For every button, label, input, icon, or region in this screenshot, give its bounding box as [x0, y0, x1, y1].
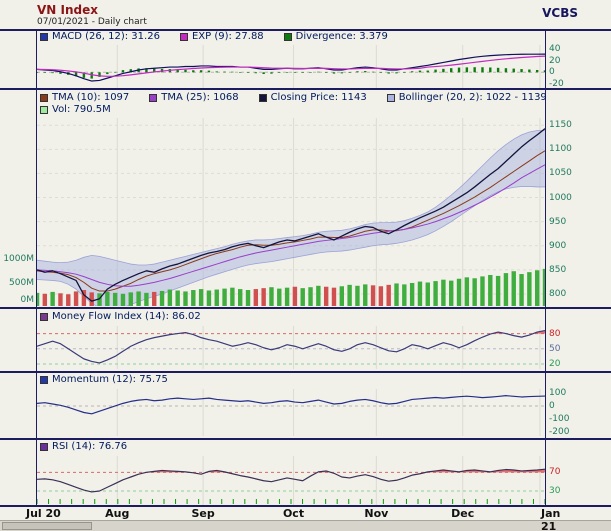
panel-separator	[0, 88, 611, 90]
legend-label: MACD (26, 12): 31.26	[52, 31, 160, 42]
y-axis-tick-label: 80	[549, 328, 561, 339]
macd-legend: MACD (26, 12): 31.26 EXP (9): 27.88 Diverg…	[40, 31, 388, 42]
legend-swatch-icon	[40, 105, 48, 114]
y-axis-tick-label: 100	[549, 387, 567, 398]
legend-swatch-icon	[40, 375, 48, 384]
page-title: VN Index	[37, 3, 98, 17]
y-axis-tick-label: 50	[549, 343, 561, 354]
x-axis-label: Sep	[191, 507, 215, 520]
y-axis-tick-label: 1150	[549, 120, 572, 131]
x-axis-ticks	[37, 499, 545, 504]
plot-right-border	[545, 29, 546, 507]
x-axis-label: Jan 21	[541, 507, 561, 531]
y-axis-tick-label: 800	[549, 288, 567, 299]
legend-item: Bollinger (20, 2): 1022 - 1139	[386, 92, 547, 103]
y-axis-tick-label: 20	[549, 358, 561, 369]
y-axis-tick-label: 30	[549, 486, 561, 496]
y-axis-tick-label: 70	[549, 467, 561, 478]
y-axis-tick-label: 20	[549, 55, 561, 66]
x-axis-label: Oct	[282, 507, 305, 520]
plot-left-border	[36, 29, 37, 507]
panel-separator	[0, 371, 611, 373]
legend-swatch-icon	[149, 93, 158, 102]
legend-swatch-icon	[258, 93, 267, 102]
y-axis-tick-label: -100	[549, 414, 570, 425]
y-axis-tick-label: 1000M	[3, 254, 34, 264]
y-axis-tick-label: 950	[549, 216, 567, 227]
legend-item: EXP (9): 27.88	[179, 31, 264, 42]
price-plot	[37, 118, 545, 306]
horizontal-scrollbar[interactable]	[0, 520, 611, 531]
brand-logo: VCBS	[542, 6, 578, 20]
legend-swatch-icon	[40, 32, 48, 41]
y-axis-tick-label: 900	[549, 240, 567, 251]
scrollbar-thumb[interactable]	[2, 522, 92, 530]
y-axis-tick-label: 850	[549, 264, 567, 275]
legend-label: TMA (10): 1097	[52, 92, 130, 103]
x-axis-label: Nov	[364, 507, 389, 520]
y-axis-tick-label: 0	[549, 400, 555, 411]
legend-label: Bollinger (20, 2): 1022 - 1139	[398, 92, 547, 103]
momentum-plot	[37, 389, 545, 436]
legend-item: TMA (25): 1068	[149, 92, 239, 103]
y-axis-tick-label: -200	[549, 427, 570, 438]
mfi-plot	[37, 326, 545, 369]
legend-label: Vol: 790.5M	[52, 104, 111, 115]
x-axis-line	[0, 505, 611, 507]
price-legend: TMA (10): 1097 TMA (25): 1068 Closing Pric…	[40, 92, 547, 103]
x-axis-label: Dec	[451, 507, 475, 520]
legend-item: TMA (10): 1097	[40, 92, 129, 103]
panel-separator	[0, 438, 611, 440]
legend-label: Divergence: 3.379	[295, 31, 388, 42]
panel-separator	[0, 29, 611, 31]
mfi-legend: Money Flow Index (14): 86.02	[40, 311, 201, 322]
legend-swatch-icon	[40, 442, 48, 451]
legend-label: Closing Price: 1143	[270, 92, 367, 103]
legend-label: Money Flow Index (14): 86.02	[52, 311, 201, 322]
x-axis-label: Jul 20	[26, 507, 61, 520]
y-axis-tick-label: 1000	[549, 192, 572, 203]
legend-item: Divergence: 3.379	[283, 31, 388, 42]
x-axis-label: Aug	[105, 507, 130, 520]
legend-item: RSI (14): 76.76	[40, 441, 127, 452]
chart-subtitle: 07/01/2021 - Daily chart	[37, 17, 147, 27]
legend-swatch-icon	[40, 93, 48, 102]
macd-plot	[37, 45, 545, 88]
y-axis-tick-label: 40	[549, 44, 561, 55]
rsi-legend: RSI (14): 76.76	[40, 441, 127, 452]
panel-separator	[0, 307, 611, 309]
legend-swatch-icon	[386, 93, 395, 102]
y-axis-tick-label: 1100	[549, 144, 572, 155]
legend-item: MACD (26, 12): 31.26	[40, 31, 160, 42]
legend-item: Vol: 790.5M	[40, 104, 111, 115]
legend-item: Money Flow Index (14): 86.02	[40, 311, 201, 322]
y-axis-tick-label: 1050	[549, 168, 572, 179]
legend-label: Momentum (12): 75.75	[52, 374, 168, 385]
legend-label: EXP (9): 27.88	[191, 31, 264, 42]
legend-label: RSI (14): 76.76	[52, 441, 128, 452]
legend-item: Closing Price: 1143	[258, 92, 367, 103]
y-axis-tick-label: 0M	[20, 295, 35, 305]
legend-swatch-icon	[283, 32, 292, 41]
y-axis-tick-label: -20	[549, 78, 564, 89]
rsi-plot	[37, 456, 545, 505]
y-axis-tick-label: 0	[549, 67, 555, 78]
legend-swatch-icon	[179, 32, 188, 41]
price-legend: Vol: 790.5M	[40, 104, 111, 115]
momentum-legend: Momentum (12): 75.75	[40, 374, 168, 385]
y-axis-tick-label: 500M	[9, 277, 34, 288]
legend-item: Momentum (12): 75.75	[40, 374, 168, 385]
legend-swatch-icon	[40, 312, 48, 321]
legend-label: TMA (25): 1068	[161, 92, 239, 103]
